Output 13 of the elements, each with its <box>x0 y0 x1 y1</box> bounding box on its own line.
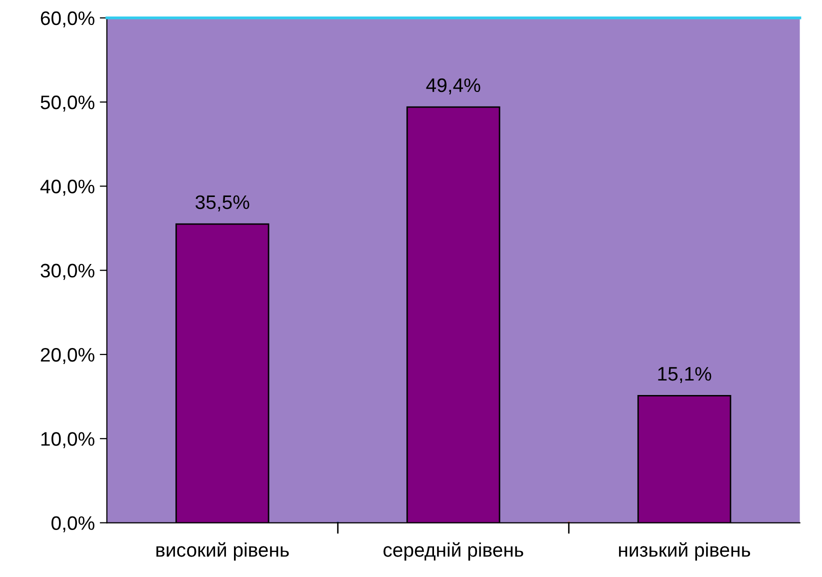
x-tick-label: середній рівень <box>384 542 524 561</box>
y-tick-label: 40,0% <box>40 180 94 196</box>
x-tick-label: низький рівень <box>619 542 750 561</box>
y-tick-label: 20,0% <box>40 348 94 364</box>
y-tick-label: 0,0% <box>51 516 94 532</box>
y-tick-label: 60,0% <box>40 11 94 28</box>
y-tick-label: 50,0% <box>40 96 94 112</box>
x-tick-label: високий рівень <box>156 542 289 561</box>
data-label: 49,4% <box>426 78 480 94</box>
data-label: 35,5% <box>196 195 250 212</box>
y-tick-label: 10,0% <box>41 432 94 448</box>
y-tick-label: 30,0% <box>40 264 94 280</box>
data-label: 15,1% <box>658 367 712 384</box>
